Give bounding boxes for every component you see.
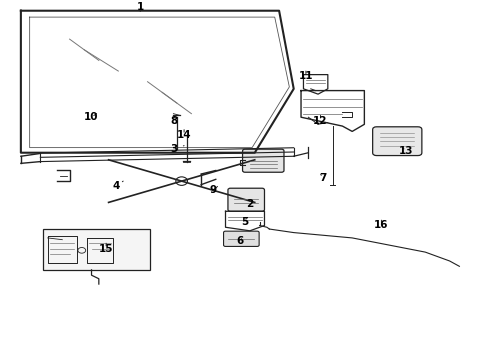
Text: 8: 8 — [171, 116, 178, 126]
Text: 13: 13 — [398, 146, 413, 156]
Text: 10: 10 — [84, 112, 99, 122]
Text: 14: 14 — [177, 130, 192, 140]
FancyBboxPatch shape — [373, 127, 422, 156]
Bar — [43, 229, 150, 270]
FancyBboxPatch shape — [223, 231, 259, 247]
Text: 9: 9 — [210, 185, 218, 195]
Text: 4: 4 — [112, 181, 123, 192]
Text: 3: 3 — [171, 144, 184, 154]
Text: 16: 16 — [374, 220, 389, 230]
Text: 6: 6 — [237, 237, 244, 247]
FancyBboxPatch shape — [228, 188, 265, 211]
Text: 11: 11 — [298, 71, 313, 81]
FancyBboxPatch shape — [243, 149, 284, 172]
Text: 1: 1 — [137, 2, 144, 12]
Text: 2: 2 — [246, 199, 253, 209]
Text: 12: 12 — [313, 116, 328, 126]
Text: 5: 5 — [242, 217, 248, 227]
Text: 7: 7 — [319, 172, 327, 183]
Text: 15: 15 — [99, 243, 113, 253]
